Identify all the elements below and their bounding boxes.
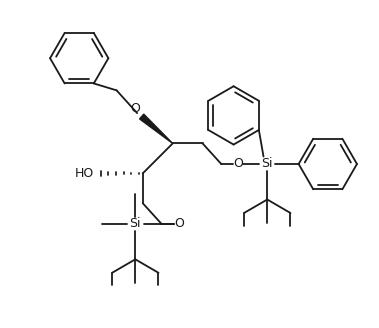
Text: O: O bbox=[130, 102, 140, 115]
Text: Si: Si bbox=[130, 217, 141, 230]
Polygon shape bbox=[139, 114, 173, 143]
Text: O: O bbox=[233, 157, 243, 171]
Text: HO: HO bbox=[75, 167, 94, 180]
Text: Si: Si bbox=[262, 157, 273, 171]
Text: O: O bbox=[174, 217, 184, 230]
